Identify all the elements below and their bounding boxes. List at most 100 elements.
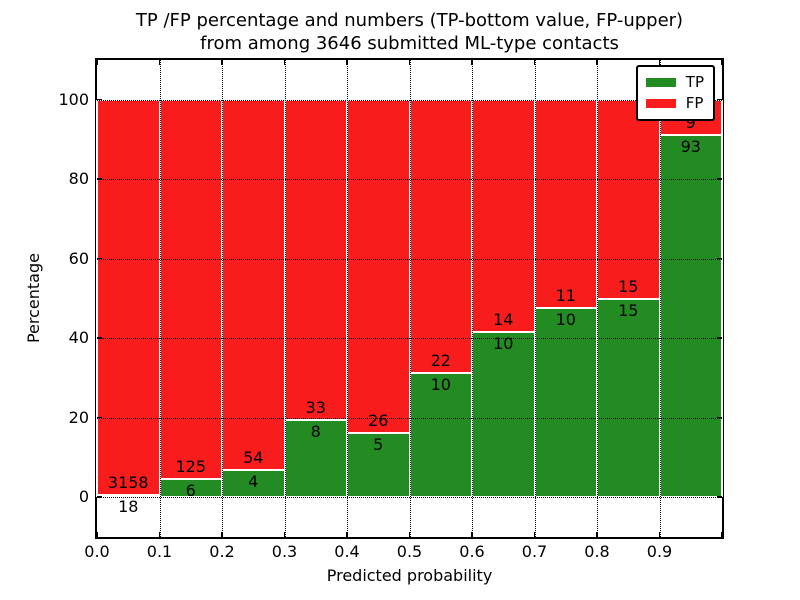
legend-swatch-fp xyxy=(645,99,676,108)
bar-label-fp-3: 33 xyxy=(305,397,326,417)
plot-area: TP FP 3158 18 125 6 54 4 33 8 26 5 22 10 14 10 11 10 15 15… xyxy=(95,58,724,539)
bar-fp-4 xyxy=(347,99,410,434)
bar-label-tp-6: 10 xyxy=(493,333,514,353)
gridline-v-0.1 xyxy=(159,60,161,537)
tick-x-bottom-9 xyxy=(658,532,660,537)
bar-tp-6 xyxy=(472,331,535,498)
bar-edge-v-0 xyxy=(96,99,98,498)
tick-x-top-2 xyxy=(221,60,223,65)
tick-x-top-6 xyxy=(471,60,473,65)
chart-title: TP /FP percentage and numbers (TP-bottom… xyxy=(97,9,722,55)
bar-fp-6 xyxy=(472,99,535,332)
tick-x-top-4 xyxy=(346,60,348,65)
chart-title-line1: TP /FP percentage and numbers (TP-bottom… xyxy=(135,10,684,31)
x-tick-label-0.4: 0.4 xyxy=(334,542,360,561)
legend-item-fp: FP xyxy=(645,93,704,114)
bar-tp-0 xyxy=(97,494,160,498)
bar-edge-h-2 xyxy=(222,468,285,471)
tick-y-left-40 xyxy=(97,337,102,339)
tick-y-right-80 xyxy=(717,178,722,180)
tick-y-right-20 xyxy=(717,416,722,419)
bar-fp-7 xyxy=(534,99,597,308)
x-tick-label-0.3: 0.3 xyxy=(271,542,298,561)
bar-edge-h-9 xyxy=(659,133,722,136)
tick-y-right-40 xyxy=(717,337,722,339)
bar-label-tp-0: 18 xyxy=(118,496,139,516)
legend-label-fp: FP xyxy=(685,94,704,112)
bar-edge-h-7 xyxy=(534,306,597,309)
bar-label-fp-7: 11 xyxy=(555,285,576,305)
tick-x-top-3 xyxy=(283,60,285,65)
tick-x-bottom-0 xyxy=(96,532,98,537)
tick-x-top-10 xyxy=(721,60,723,65)
y-tick-label-80: 80 xyxy=(68,169,89,189)
tick-x-bottom-6 xyxy=(471,532,473,537)
tick-y-left-60 xyxy=(97,257,102,260)
tick-x-bottom-1 xyxy=(158,532,160,537)
tick-y-right-100 xyxy=(717,98,722,101)
y-tick-label-100: 100 xyxy=(58,89,89,109)
x-tick-label-0.7: 0.7 xyxy=(521,542,548,561)
bar-label-fp-9: 9 xyxy=(685,112,696,132)
bar-label-tp-9: 93 xyxy=(680,136,701,156)
x-axis-label: Predicted probability xyxy=(326,566,493,585)
legend-item-tp: TP xyxy=(645,72,704,93)
tick-x-top-5 xyxy=(408,60,410,65)
bar-edge-h-5 xyxy=(409,372,472,375)
bar-fp-2 xyxy=(222,99,285,470)
gridline-v-0.3 xyxy=(284,60,286,537)
bar-tp-1 xyxy=(159,479,222,498)
x-tick-label-0.8: 0.8 xyxy=(584,542,610,561)
tick-x-bottom-10 xyxy=(721,532,723,537)
bar-label-tp-1: 6 xyxy=(185,481,196,501)
bar-fp-0 xyxy=(97,99,160,495)
gridline-v-0.4 xyxy=(347,60,348,537)
tick-x-top-0 xyxy=(96,60,98,65)
tick-y-left-100 xyxy=(97,98,102,101)
bar-fp-8 xyxy=(597,99,660,299)
bar-tp-5 xyxy=(409,373,472,498)
x-tick-label-0.1: 0.1 xyxy=(146,542,173,561)
bar-edge-h-4 xyxy=(347,432,410,435)
bar-edge-h-0 xyxy=(97,493,160,496)
tick-x-bottom-3 xyxy=(283,532,285,537)
bar-label-fp-2: 54 xyxy=(243,447,264,467)
bar-fp-1 xyxy=(159,99,222,480)
bar-tp-4 xyxy=(347,433,410,498)
bar-label-tp-3: 8 xyxy=(310,421,321,441)
bar-tp-2 xyxy=(222,469,285,498)
bar-label-tp-8: 15 xyxy=(618,300,639,320)
bar-fp-5 xyxy=(409,99,472,374)
legend-label-tp: TP xyxy=(685,73,704,91)
gridline-v-0.6 xyxy=(472,60,473,537)
x-tick-label-0.2: 0.2 xyxy=(209,542,235,561)
gridline-v-0.8 xyxy=(597,60,598,537)
tick-x-top-8 xyxy=(596,60,598,65)
bar-tp-8 xyxy=(597,298,660,498)
tick-y-left-80 xyxy=(97,178,102,180)
bar-label-fp-0: 3158 xyxy=(107,472,149,492)
tick-x-bottom-7 xyxy=(533,532,535,537)
gridline-v-0.2 xyxy=(222,60,223,537)
bar-label-tp-7: 10 xyxy=(555,309,576,329)
y-tick-label-60: 60 xyxy=(68,248,89,268)
bar-edge-v-10 xyxy=(721,99,723,498)
y-tick-label-0: 0 xyxy=(78,487,89,507)
x-tick-label-0.0: 0.0 xyxy=(84,542,110,561)
tick-x-bottom-2 xyxy=(221,532,223,537)
gridline-v-0.9 xyxy=(659,60,661,537)
bar-label-tp-2: 4 xyxy=(248,471,259,491)
bar-label-tp-4: 5 xyxy=(373,435,384,455)
x-tick-label-0.5: 0.5 xyxy=(396,542,423,561)
tick-x-bottom-8 xyxy=(596,532,598,537)
legend-swatch-tp xyxy=(645,78,676,87)
tick-x-bottom-4 xyxy=(346,532,348,537)
y-tick-label-40: 40 xyxy=(68,328,89,348)
bar-edge-h-3 xyxy=(284,418,347,421)
gridline-v-0.5 xyxy=(409,60,411,537)
bar-label-fp-1: 125 xyxy=(175,457,207,477)
tick-x-bottom-5 xyxy=(408,532,410,537)
bar-edge-h-6 xyxy=(472,330,535,333)
bar-tp-9 xyxy=(659,134,722,498)
